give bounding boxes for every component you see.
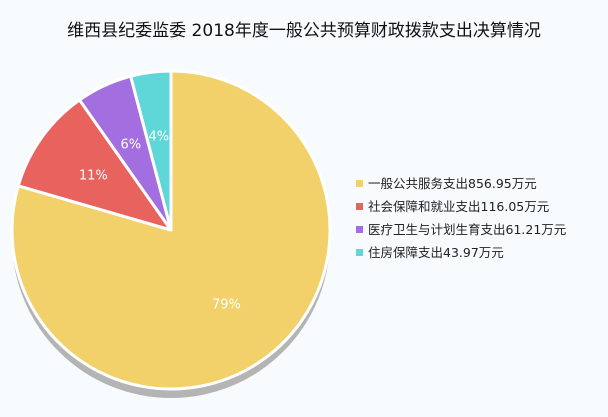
legend-label-1[interactable]: 一般公共服务支出856.95万元 [368, 176, 537, 191]
legend-label-2[interactable]: 社会保障和就业支出116.05万元 [368, 199, 549, 214]
slice-percent-label-3: 6% [120, 138, 141, 153]
pie-slice-2[interactable] [16, 98, 173, 232]
legend-swatch-3[interactable] [356, 226, 363, 233]
legend-label-3[interactable]: 医疗卫生与计划生育支出61.21万元 [368, 222, 566, 237]
legend-swatch-4[interactable] [356, 249, 363, 256]
slice-percent-label-2: 11% [79, 169, 108, 184]
legend: 一般公共服务支出856.95万元社会保障和就业支出116.05万元医疗卫生与计划… [356, 176, 566, 260]
pie-slices [10, 69, 332, 391]
legend-swatch-1[interactable] [356, 180, 363, 187]
chart-title: 维西县纪委监委 2018年度一般公共预算财政拨款支出决算情况 [67, 21, 541, 41]
slice-percent-label-4: 4% [148, 129, 169, 144]
pie-labels: 79% 11% 6% 4% [79, 129, 241, 312]
legend-label-4[interactable]: 住房保障支出43.97万元 [368, 245, 504, 260]
slice-percent-label-1: 79% [212, 298, 241, 313]
pie-slice-4[interactable] [129, 69, 173, 232]
legend-swatch-2[interactable] [356, 203, 363, 210]
